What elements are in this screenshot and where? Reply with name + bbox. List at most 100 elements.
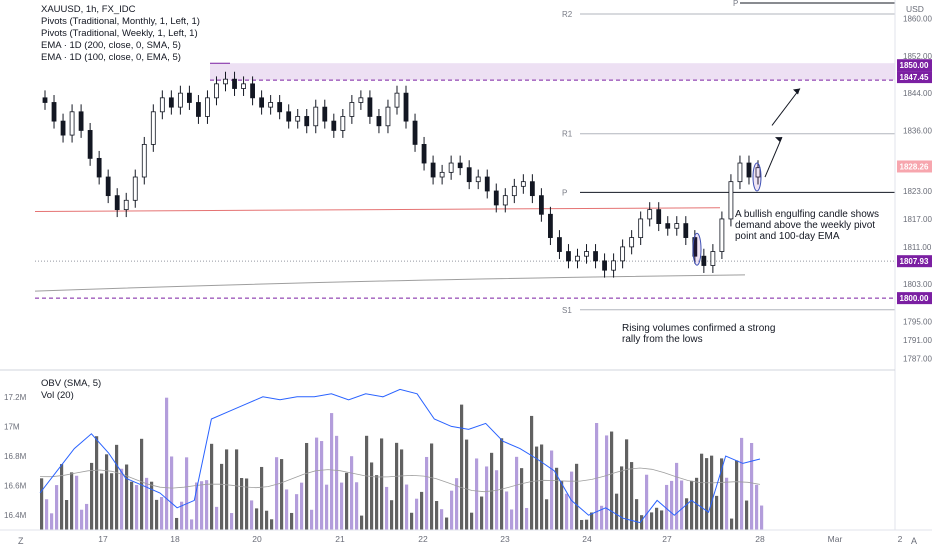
volume-bar (95, 436, 99, 530)
volume-bar (710, 455, 714, 530)
arrow-2 (771, 88, 801, 126)
volume-bar (135, 484, 139, 530)
volume-bar (495, 470, 499, 530)
candle-body (150, 111, 156, 145)
volume-bar (530, 415, 534, 530)
candle-body (69, 111, 75, 136)
candle-body (728, 181, 734, 220)
volume-pane (39, 388, 764, 530)
volume-bar (200, 481, 204, 530)
volume-bar (440, 509, 444, 530)
candle-body (349, 102, 355, 117)
volume-bar (340, 482, 344, 530)
price-box (897, 255, 932, 268)
volume-bar (345, 472, 349, 530)
volume-bar (240, 478, 244, 530)
volume-bar (750, 442, 754, 530)
corner-z-label[interactable]: Z (18, 536, 24, 546)
candle-body (746, 162, 752, 178)
volume-bar (490, 452, 494, 530)
volume-bar (325, 484, 329, 530)
candle-body (358, 97, 364, 103)
engulfing-marker-high (752, 162, 762, 192)
annotation-line: A bullish engulfing candle shows (735, 209, 879, 220)
x-tick-label: 28 (755, 534, 765, 544)
pivot-label: R2 (562, 10, 573, 19)
volume-tick-label: 16.4M (4, 511, 27, 520)
volume-bar (645, 474, 649, 530)
legend-obv: OBV (SMA, 5) (41, 378, 102, 389)
volume-bar (355, 482, 359, 530)
annotation-line: point and 100-day EMA (735, 231, 840, 242)
x-tick-label: 24 (582, 534, 592, 544)
volume-bar (175, 517, 179, 530)
candle-body (593, 251, 598, 262)
x-tick-label: 21 (335, 534, 345, 544)
candle-body (187, 92, 192, 103)
annotation-engulfing: A bullish engulfing candle shows demand … (735, 209, 879, 242)
candle-body (123, 199, 129, 211)
volume-bar (740, 437, 744, 530)
x-tick-label: Mar (828, 534, 843, 544)
volume-bar (630, 462, 634, 530)
legend-line: Pivots (Traditional, Monthly, 1, Left, 1… (41, 16, 200, 27)
candle-body (538, 195, 544, 215)
volume-ma-line (39, 467, 761, 493)
volume-bar (540, 444, 544, 530)
candle-body (755, 167, 761, 178)
candle-body (566, 251, 571, 262)
volume-bar (505, 491, 509, 530)
volume-bar (280, 459, 284, 530)
candle-body (475, 176, 481, 183)
candle-body (268, 102, 274, 108)
annotation-line: rally from the lows (622, 334, 703, 345)
candle-body (430, 162, 436, 178)
volume-bar (585, 519, 589, 530)
candle-body (304, 116, 310, 127)
volume-bar (285, 489, 289, 530)
arrow-2-head (793, 88, 800, 95)
volume-bar (360, 515, 364, 530)
candle-body (719, 218, 725, 252)
candle-body (51, 102, 57, 122)
volume-bar (405, 484, 409, 530)
volume-bar (155, 499, 159, 530)
volume-bar (300, 482, 304, 530)
volume-bar (595, 423, 599, 530)
chart-legend: XAUUSD, 1h, FX_IDC Pivots (Traditional, … (41, 4, 200, 64)
candle-body (259, 97, 265, 108)
candle-body (322, 106, 328, 122)
candle-body (141, 144, 147, 178)
volume-bar (255, 508, 259, 530)
candle-body (205, 97, 210, 117)
volume-bar (85, 503, 89, 530)
volume-bar (515, 456, 519, 530)
volume-bar (455, 478, 459, 530)
volume-bar (365, 435, 369, 530)
volume-bar (185, 457, 189, 530)
volume-bar (120, 468, 124, 530)
volume-bar (80, 509, 84, 530)
volume-bar (430, 443, 434, 530)
corner-a-label[interactable]: A (911, 536, 918, 546)
volume-bar (675, 462, 679, 530)
annotation-line: Rising volumes confirmed a strong (622, 323, 776, 334)
volume-bar (50, 513, 54, 530)
candle-body (250, 83, 255, 99)
volume-bar (550, 450, 554, 530)
volume-bar (755, 484, 759, 530)
y-tick-label: 1803.00 (903, 280, 932, 289)
volume-bar (60, 464, 64, 530)
volume-bar (535, 446, 539, 530)
volume-bar (575, 463, 579, 530)
volume-bar (260, 466, 264, 530)
volume-bar (690, 480, 694, 530)
volume-bar (485, 466, 489, 530)
volume-tick-label: 16.8M (4, 452, 27, 461)
volume-bar (270, 519, 274, 530)
candle-body (223, 78, 228, 85)
volume-bar (165, 397, 169, 530)
annotation-volume: Rising volumes confirmed a strong rally … (622, 323, 775, 345)
pivot-label: P (562, 188, 567, 197)
